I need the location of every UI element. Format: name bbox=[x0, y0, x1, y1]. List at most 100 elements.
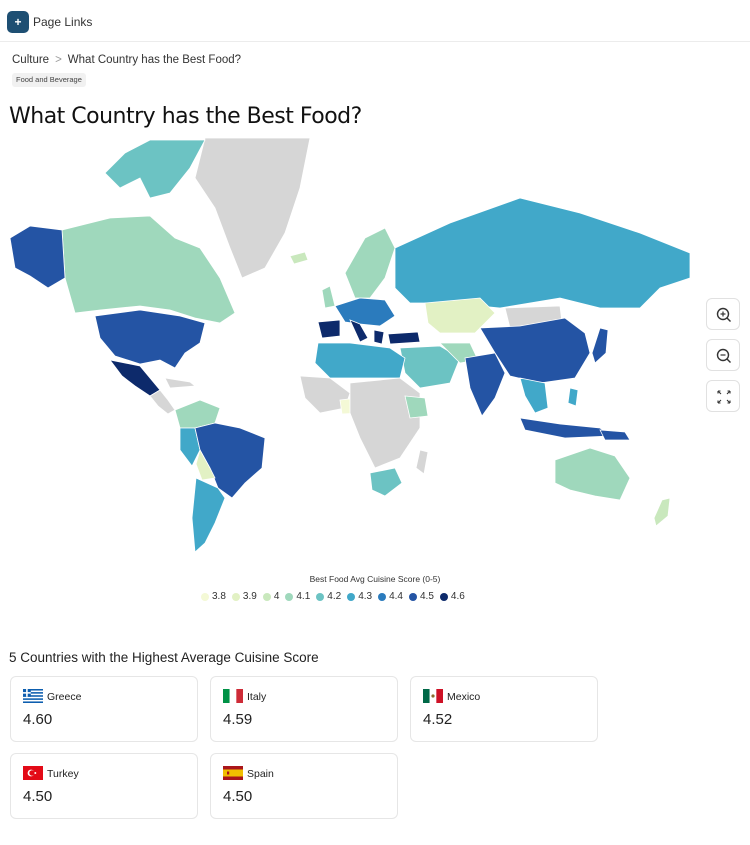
breadcrumb-culture[interactable]: Culture bbox=[12, 54, 50, 66]
card-country-name: Italy bbox=[247, 691, 267, 703]
legend-label: 3.9 bbox=[242, 591, 257, 602]
legend-item[interactable]: 4.4 bbox=[378, 591, 403, 602]
legend-label: 3.8 bbox=[212, 591, 226, 602]
legend-swatch bbox=[231, 592, 240, 601]
spain-flag-icon bbox=[223, 766, 243, 780]
legend-swatch bbox=[347, 592, 356, 601]
legend-swatch bbox=[378, 592, 387, 601]
legend-label: 4.1 bbox=[296, 591, 311, 602]
page-links-label[interactable]: Page Links bbox=[33, 15, 93, 29]
map-region-new-guinea[interactable] bbox=[599, 429, 631, 441]
map-region-japan[interactable] bbox=[591, 327, 609, 364]
card-score: 4.59 bbox=[223, 711, 253, 728]
country-card-italy[interactable]: Italy 4.59 bbox=[210, 676, 398, 742]
page-links-button[interactable]: + bbox=[7, 11, 29, 33]
greece-flag-icon bbox=[23, 689, 43, 703]
legend-label: 4.3 bbox=[358, 591, 373, 602]
breadcrumb-separator: > bbox=[55, 54, 62, 66]
top5-section-title: 5 Countries with the Highest Average Cui… bbox=[9, 650, 319, 665]
map-region-china[interactable] bbox=[479, 317, 591, 384]
map-region-central-africa[interactable] bbox=[349, 377, 421, 469]
top-bar: + Page Links bbox=[0, 0, 750, 42]
map-region-peru[interactable] bbox=[179, 427, 201, 467]
map-region-spain[interactable] bbox=[317, 319, 341, 339]
country-card-mexico[interactable]: Mexico 4.52 bbox=[410, 676, 598, 742]
map-region-central-america[interactable] bbox=[149, 389, 176, 415]
map-region-philippines[interactable] bbox=[567, 387, 579, 407]
zoom-out-button[interactable] bbox=[706, 339, 740, 371]
legend-label: 4.2 bbox=[327, 591, 342, 602]
card-country-name: Mexico bbox=[447, 691, 481, 703]
map-region-mexico[interactable] bbox=[109, 359, 161, 397]
legend-item[interactable]: 4.1 bbox=[285, 591, 310, 602]
breadcrumb-current: What Country has the Best Food? bbox=[67, 54, 242, 66]
map-region-southeast-asia[interactable] bbox=[519, 377, 549, 414]
zoom-in-icon bbox=[716, 307, 731, 322]
legend-label: 4.6 bbox=[450, 591, 465, 602]
map-region-greece[interactable] bbox=[373, 329, 385, 345]
map-region-arctic-islands[interactable] bbox=[104, 139, 206, 199]
legend-item[interactable]: 3.8 bbox=[201, 591, 226, 602]
map-region-usa[interactable] bbox=[94, 309, 206, 369]
map-region-north-africa[interactable] bbox=[314, 342, 406, 379]
card-country-name: Spain bbox=[247, 768, 274, 780]
legend-item[interactable]: 4.5 bbox=[409, 591, 434, 602]
zoom-in-button[interactable] bbox=[706, 298, 740, 330]
country-card-spain[interactable]: Spain 4.50 bbox=[210, 753, 398, 819]
map-region-south-africa[interactable] bbox=[369, 467, 403, 497]
map-region-western-europe[interactable] bbox=[334, 297, 396, 327]
map-legend: 3.8 3.9 4 4.1 4.2 4.3 4.4 4.5 4.6 bbox=[201, 591, 465, 602]
world-choropleth-map[interactable] bbox=[0, 138, 700, 558]
legend-swatch bbox=[201, 592, 209, 601]
legend-swatch bbox=[262, 592, 271, 601]
legend-item[interactable]: 4.6 bbox=[439, 591, 465, 602]
country-card-turkey[interactable]: Turkey 4.50 bbox=[10, 753, 198, 819]
page-title: What Country has the Best Food? bbox=[9, 104, 362, 129]
legend-item[interactable]: 4.2 bbox=[316, 591, 341, 602]
map-region-uk[interactable] bbox=[321, 285, 336, 309]
map-legend-title: Best Food Avg Cuisine Score (0-5) bbox=[309, 574, 441, 584]
country-card-greece[interactable]: Greece 4.60 bbox=[10, 676, 198, 742]
map-region-australia[interactable] bbox=[554, 447, 631, 501]
turkey-flag-icon bbox=[23, 766, 43, 780]
card-score: 4.52 bbox=[423, 711, 453, 728]
map-region-ethiopia[interactable] bbox=[404, 395, 429, 419]
map-region-caribbean[interactable] bbox=[164, 377, 197, 389]
map-region-italy[interactable] bbox=[349, 319, 369, 343]
map-region-new-zealand[interactable] bbox=[653, 497, 671, 527]
category-tag[interactable]: Food and Beverage bbox=[12, 73, 86, 87]
legend-label: 4 bbox=[273, 591, 280, 602]
map-region-kazakhstan[interactable] bbox=[424, 297, 496, 334]
map-region-iceland[interactable] bbox=[289, 251, 309, 265]
map-region-madagascar[interactable] bbox=[415, 449, 429, 475]
card-score: 4.50 bbox=[223, 788, 253, 805]
card-score: 4.60 bbox=[23, 711, 53, 728]
map-region-greenland[interactable] bbox=[194, 138, 311, 279]
legend-swatch bbox=[316, 592, 325, 601]
card-country-name: Turkey bbox=[47, 768, 79, 780]
map-region-canada[interactable] bbox=[61, 215, 236, 324]
fullscreen-icon bbox=[717, 390, 731, 404]
zoom-out-icon bbox=[716, 348, 731, 363]
legend-item[interactable]: 4 bbox=[262, 591, 280, 602]
italy-flag-icon bbox=[223, 689, 243, 703]
map-region-india[interactable] bbox=[464, 352, 506, 417]
map-region-russia[interactable] bbox=[394, 197, 691, 309]
legend-swatch bbox=[439, 592, 448, 601]
legend-swatch bbox=[285, 592, 294, 601]
legend-item[interactable]: 3.9 bbox=[231, 591, 257, 602]
map-region-alaska[interactable] bbox=[9, 225, 66, 289]
breadcrumb: Culture > What Country has the Best Food? bbox=[12, 54, 241, 66]
map-region-bolivia[interactable] bbox=[195, 448, 216, 481]
map-region-argentina[interactable] bbox=[191, 477, 226, 553]
legend-label: 4.4 bbox=[389, 591, 403, 602]
card-score: 4.50 bbox=[23, 788, 53, 805]
map-region-turkey[interactable] bbox=[387, 331, 421, 345]
card-country-name: Greece bbox=[47, 691, 82, 703]
legend-swatch bbox=[409, 592, 417, 601]
legend-item[interactable]: 4.3 bbox=[347, 591, 372, 602]
map-region-scandinavia[interactable] bbox=[344, 227, 396, 299]
map-region-middle-east[interactable] bbox=[399, 345, 461, 389]
fullscreen-button[interactable] bbox=[706, 380, 740, 412]
map-region-indonesia[interactable] bbox=[519, 417, 612, 439]
